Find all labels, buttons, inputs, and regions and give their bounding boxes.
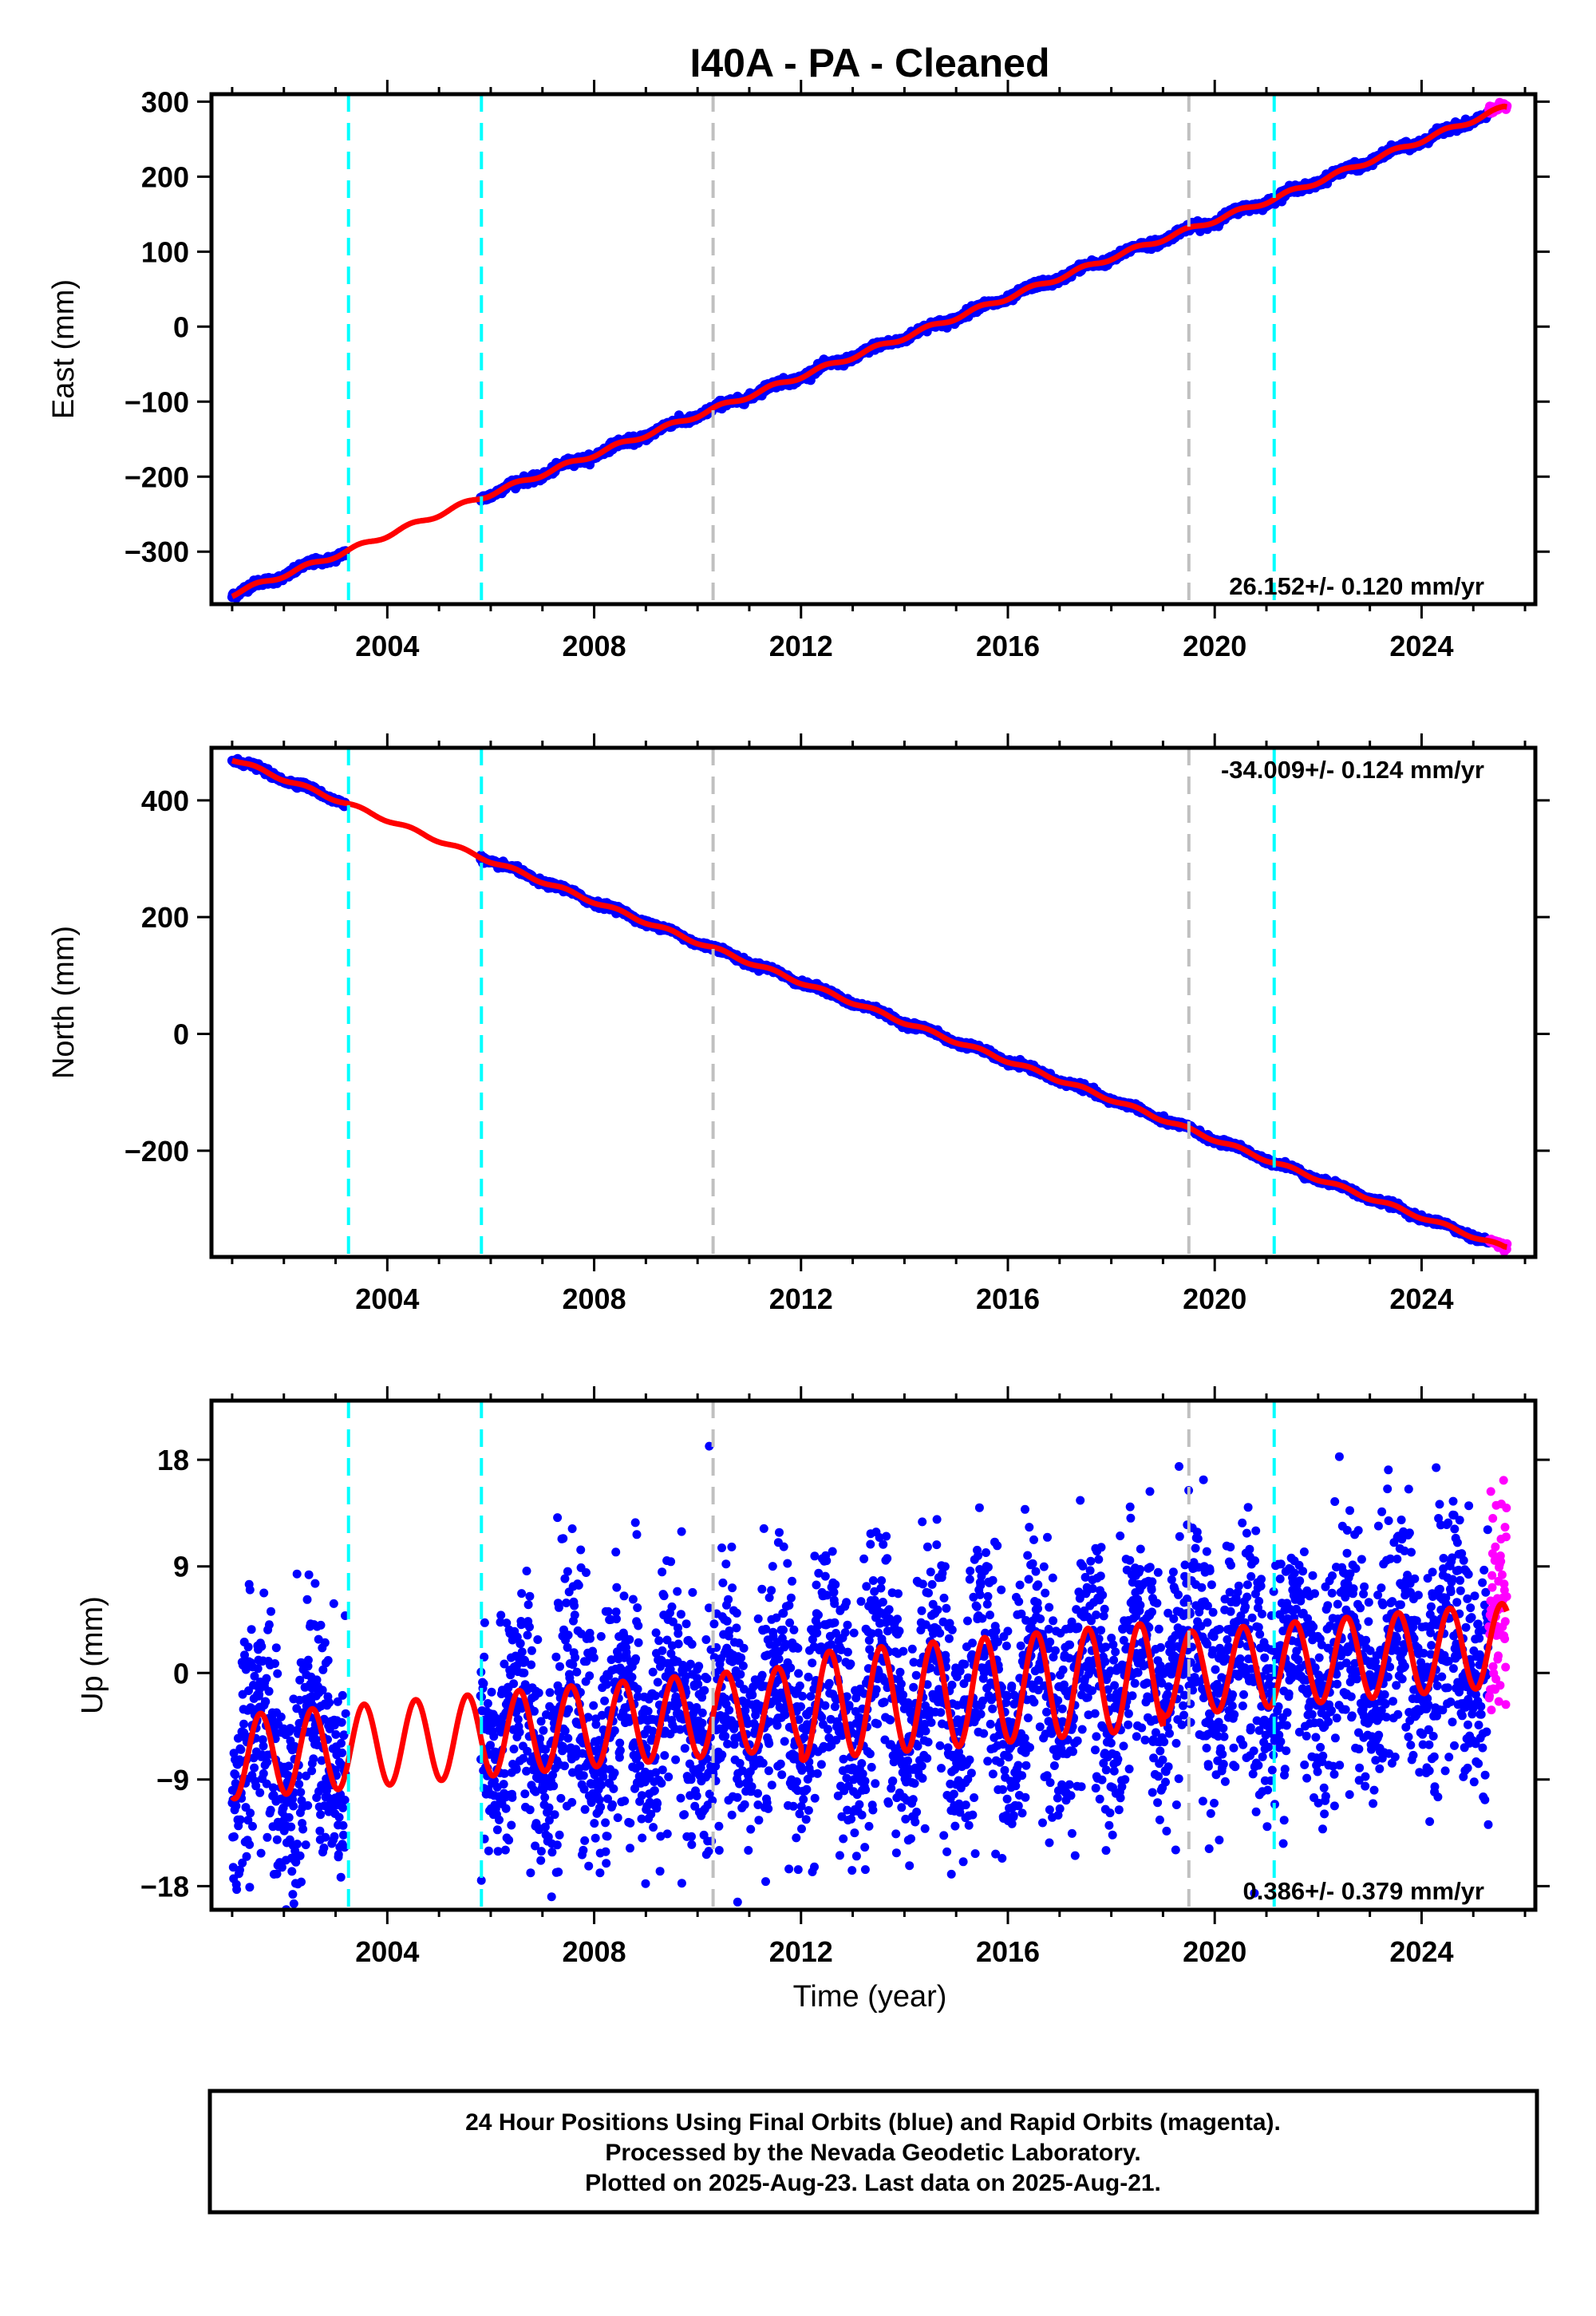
east-panel: 2004 2008 2012 2016 2020 2024 −300 −200 −100 0 100… (47, 80, 1550, 662)
east-plot-area: 2004 2008 2012 2016 2020 2024 −300 −200 −100 0 100… (124, 80, 1550, 662)
east-ytick-label-2: −100 (124, 385, 189, 418)
east-y-axis-label: East (mm) (47, 279, 81, 419)
east-ytick-label-4: 100 (141, 235, 189, 268)
east-ytick-label-3: 0 (173, 310, 189, 343)
east-ytick-label-0: −300 (124, 536, 189, 568)
east-rate-label: 26.152+/- 0.120 mm/yr (1229, 572, 1484, 600)
east-xtick-label-3: 2016 (976, 630, 1040, 662)
east-xtick-label-4: 2020 (1183, 630, 1246, 662)
east-ytick-label-1: −200 (124, 460, 189, 493)
east-ytick-label-6: 300 (141, 85, 189, 118)
east-xtick-label-5: 2024 (1389, 630, 1453, 662)
east-ytick-label-5: 200 (141, 160, 189, 193)
chart-title: I40A - PA - Cleaned (689, 41, 1049, 85)
east-xtick-label-2: 2012 (769, 630, 833, 662)
east-xtick-label-0: 2004 (355, 630, 419, 662)
east-xtick-label-1: 2008 (563, 630, 626, 662)
